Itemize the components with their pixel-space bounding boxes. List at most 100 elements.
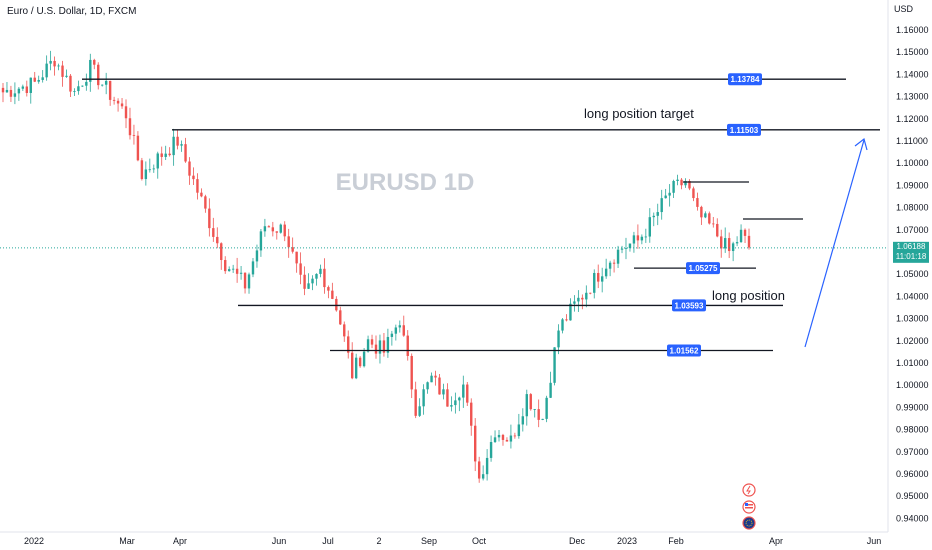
candle bbox=[152, 164, 155, 173]
candle bbox=[493, 430, 497, 444]
y-tick-label: 1.12000 bbox=[896, 114, 929, 124]
y-tick-label: 1.03000 bbox=[896, 314, 929, 324]
candle bbox=[581, 294, 584, 310]
candle bbox=[398, 320, 402, 333]
candle bbox=[497, 429, 501, 442]
candle bbox=[481, 465, 485, 481]
candle bbox=[148, 158, 152, 173]
candle bbox=[21, 84, 25, 91]
level-badge-1: 1.13784 bbox=[728, 73, 762, 86]
x-tick-label: Oct bbox=[472, 536, 487, 546]
candle bbox=[410, 353, 413, 399]
candle bbox=[45, 55, 48, 81]
x-tick-label: Jun bbox=[867, 536, 882, 546]
us-flag-icon[interactable] bbox=[742, 500, 756, 514]
candle bbox=[688, 179, 691, 191]
candle bbox=[442, 383, 445, 400]
candle bbox=[53, 56, 56, 76]
candle bbox=[426, 381, 429, 394]
candle bbox=[743, 228, 747, 243]
candle bbox=[239, 265, 243, 280]
candle bbox=[676, 174, 679, 186]
candle bbox=[521, 408, 525, 432]
annotation-long-position-text: long position bbox=[712, 288, 785, 303]
candle bbox=[9, 85, 13, 102]
candle bbox=[692, 186, 695, 202]
candle bbox=[303, 266, 306, 296]
countdown-text: 11:01:18 bbox=[896, 252, 927, 261]
candle bbox=[541, 418, 544, 421]
eu-flag-icon[interactable] bbox=[742, 516, 756, 530]
candle bbox=[600, 267, 604, 293]
candle bbox=[569, 298, 572, 321]
candle bbox=[104, 72, 108, 95]
candle bbox=[176, 129, 179, 150]
candle bbox=[168, 147, 171, 157]
candle bbox=[668, 184, 671, 207]
candle bbox=[224, 256, 227, 274]
y-tick-label: 1.02000 bbox=[896, 336, 929, 346]
candle bbox=[112, 96, 116, 105]
candles bbox=[1, 50, 751, 483]
x-tick-label: Jun bbox=[272, 536, 287, 546]
candle bbox=[291, 237, 294, 254]
candle bbox=[696, 192, 699, 211]
candle bbox=[704, 211, 707, 219]
candle bbox=[347, 330, 350, 359]
y-tick-label: 0.96000 bbox=[896, 469, 929, 479]
y-tick-label: 1.01000 bbox=[896, 358, 929, 368]
y-tick-label: 1.09000 bbox=[896, 180, 929, 190]
symbol-title: Euro / U.S. Dollar, 1D, FXCM bbox=[7, 6, 136, 17]
candle bbox=[120, 98, 124, 109]
candle bbox=[672, 179, 675, 199]
candle bbox=[545, 395, 548, 423]
candle bbox=[652, 212, 655, 227]
candle bbox=[712, 216, 715, 228]
candle bbox=[81, 85, 84, 87]
candle bbox=[29, 77, 32, 104]
arrow-up-icon[interactable] bbox=[804, 137, 868, 348]
candle bbox=[235, 257, 239, 283]
candle bbox=[708, 211, 711, 225]
flash-icon[interactable] bbox=[742, 483, 756, 497]
level-badge-5-text: 1.01562 bbox=[670, 347, 699, 356]
candle bbox=[116, 98, 120, 112]
x-tick-label: 2 bbox=[376, 536, 381, 546]
candle bbox=[644, 228, 648, 243]
candle bbox=[89, 53, 92, 92]
candle bbox=[513, 432, 517, 439]
candle bbox=[37, 75, 40, 84]
candle bbox=[716, 218, 719, 238]
candle bbox=[723, 227, 727, 253]
candle bbox=[632, 231, 636, 253]
candle bbox=[65, 69, 68, 78]
candle bbox=[450, 396, 453, 412]
candle bbox=[466, 382, 469, 406]
candle bbox=[700, 205, 703, 225]
candle bbox=[200, 188, 203, 198]
candle bbox=[13, 82, 17, 105]
annotation-target-text: long position target bbox=[584, 106, 694, 121]
candle bbox=[489, 435, 493, 462]
candle bbox=[656, 203, 659, 226]
level-badge-5: 1.01562 bbox=[667, 344, 701, 357]
x-tick-label: Dec bbox=[569, 536, 586, 546]
candle bbox=[731, 241, 735, 262]
current-price-text: 1.06188 bbox=[897, 242, 926, 251]
candle bbox=[624, 237, 628, 260]
y-tick-label: 1.07000 bbox=[896, 225, 929, 235]
candle bbox=[124, 99, 128, 129]
candle bbox=[537, 399, 540, 428]
level-badge-3: 1.05275 bbox=[686, 262, 720, 275]
candle bbox=[505, 437, 509, 442]
currency-label: USD bbox=[894, 4, 914, 14]
candle bbox=[212, 217, 215, 242]
level-badge-3-text: 1.05275 bbox=[689, 264, 718, 273]
x-tick-label: Apr bbox=[173, 536, 187, 546]
y-tick-label: 1.04000 bbox=[896, 291, 929, 301]
candle bbox=[180, 140, 183, 152]
candle bbox=[160, 146, 163, 166]
candle bbox=[33, 71, 36, 83]
candle bbox=[275, 231, 278, 240]
